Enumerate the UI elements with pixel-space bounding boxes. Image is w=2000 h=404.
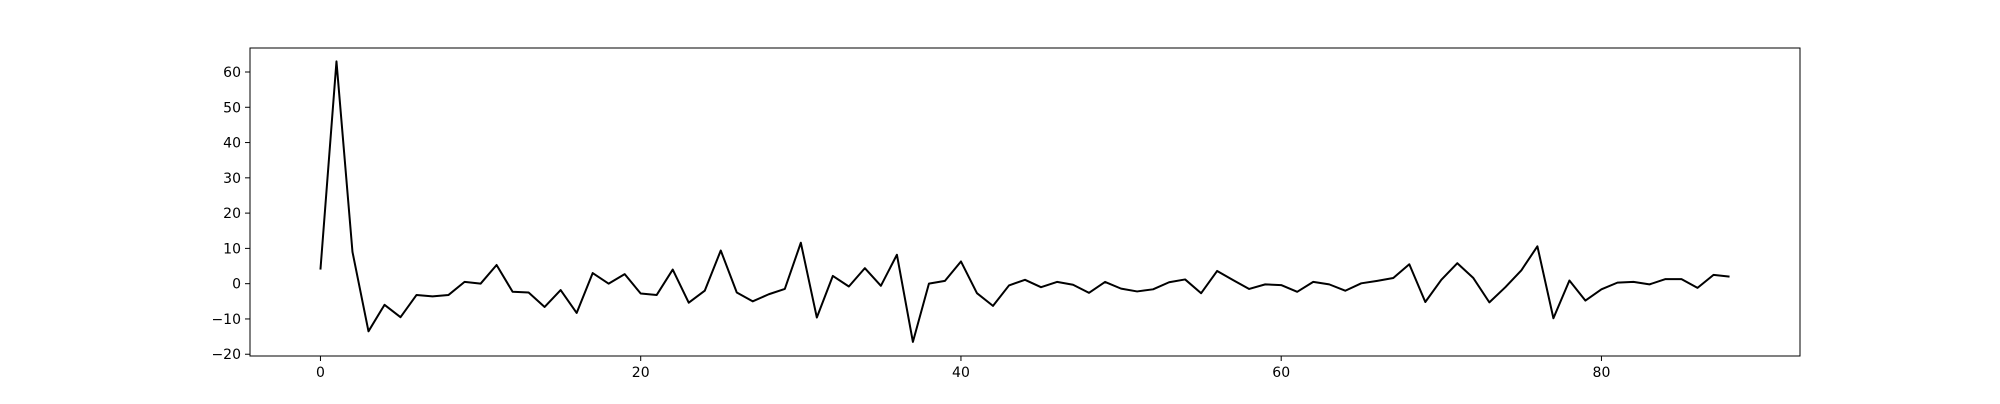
y-tick-label: 40: [223, 136, 241, 152]
axes-frame: [249, 47, 1801, 357]
y-tick-label: −10: [211, 312, 241, 328]
series-line-0: [319, 60, 1730, 343]
y-tick-label: 10: [223, 241, 241, 257]
x-tick-label: 40: [952, 365, 970, 381]
y-tick-label: −20: [211, 347, 241, 363]
plot-area: [319, 60, 1730, 343]
x-tick-label: 0: [316, 365, 325, 381]
y-tick-label: 20: [223, 206, 241, 222]
y-tick-label: 30: [223, 171, 241, 187]
axes: 0 20 40 60 80 −20 −10 0 10 20 30 40 50 60: [211, 47, 1801, 381]
x-tick-label: 20: [632, 365, 650, 381]
y-tick-label: 50: [223, 100, 241, 116]
y-tick-label: 0: [232, 277, 241, 293]
x-tick-label: 80: [1593, 365, 1611, 381]
x-tick-label: 60: [1272, 365, 1290, 381]
y-tick-label: 60: [223, 65, 241, 81]
